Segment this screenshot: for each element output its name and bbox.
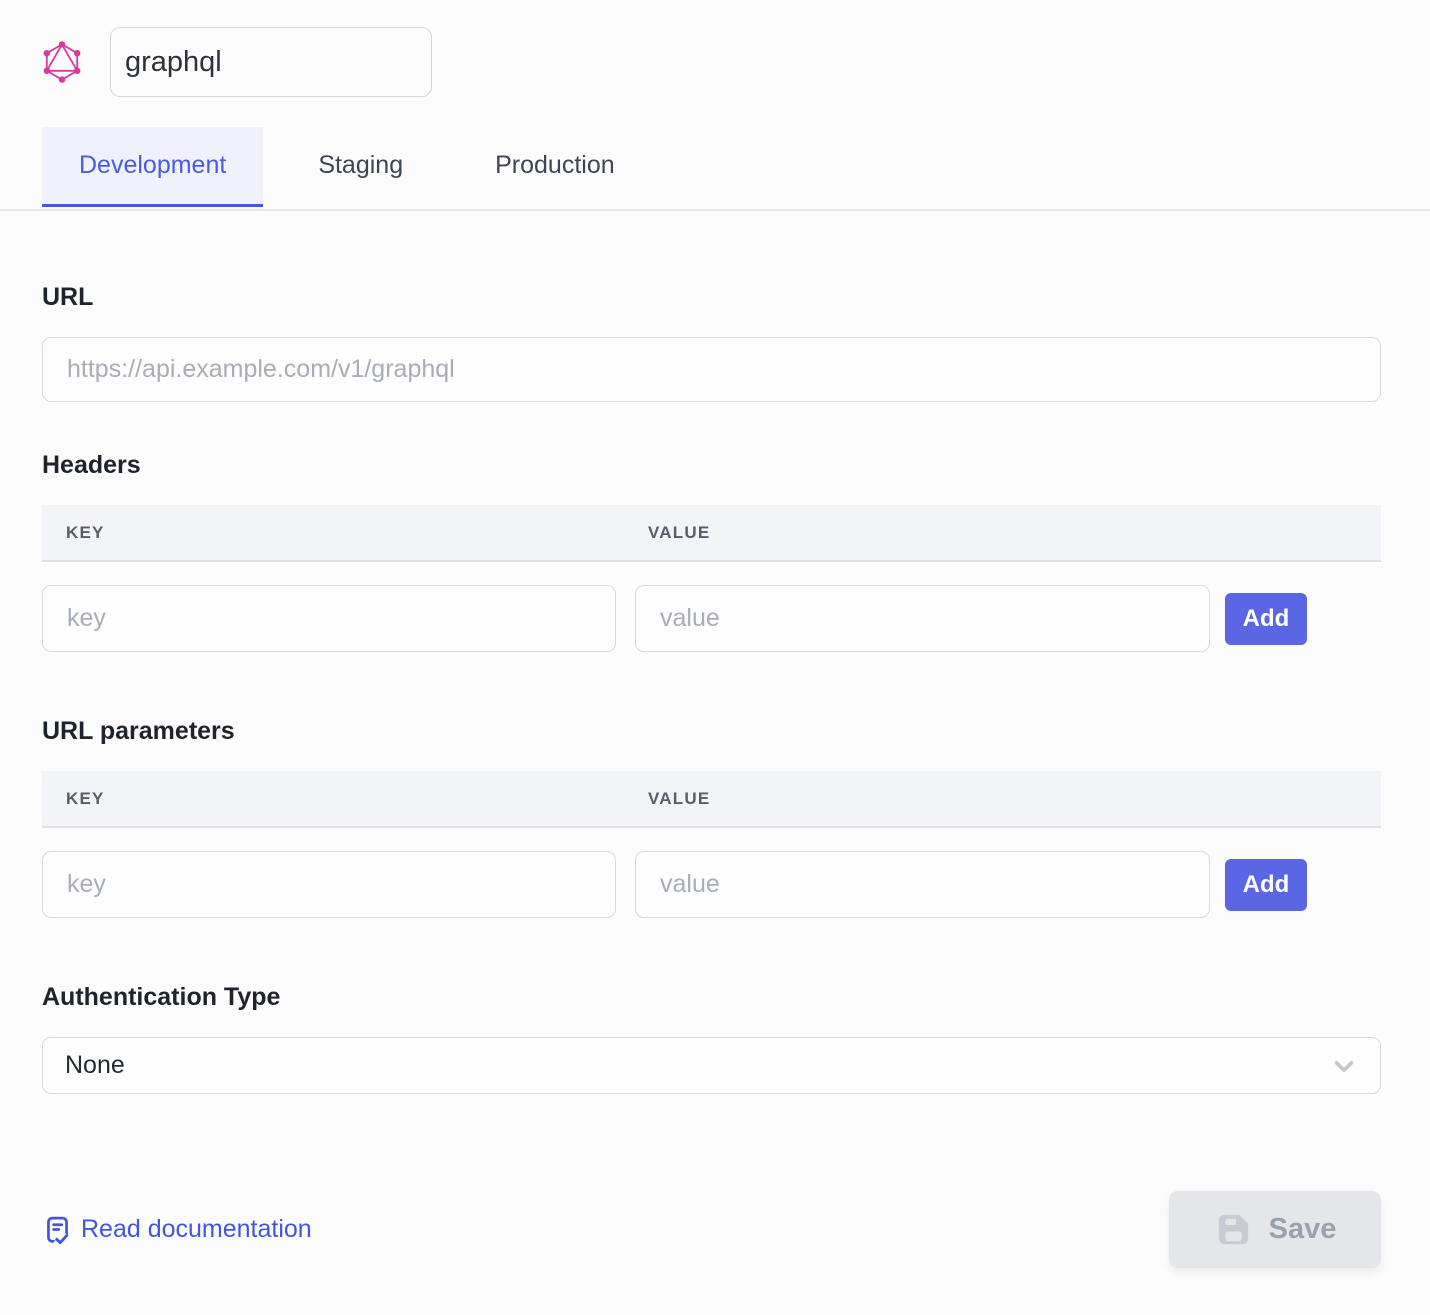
headers-value-input[interactable]: [635, 585, 1210, 652]
headers-col-key: KEY: [66, 522, 105, 542]
save-button[interactable]: Save: [1169, 1191, 1381, 1268]
headers-add-button[interactable]: Add: [1225, 592, 1307, 645]
params-input-row: Add: [42, 851, 1381, 918]
headers-col-value: VALUE: [648, 522, 711, 542]
url-parameters-title: URL parameters: [42, 717, 235, 745]
datasource-name-row: [42, 27, 1388, 97]
headers-input-row: Add: [42, 585, 1381, 652]
auth-type-label: Authentication Type: [42, 983, 281, 1011]
tab-staging[interactable]: Staging: [318, 151, 404, 179]
tabs-divider: [0, 209, 1430, 211]
headers-table-head: KEY VALUE: [42, 505, 1381, 562]
read-documentation-link[interactable]: Read documentation: [42, 1214, 312, 1245]
params-col-value: VALUE: [648, 788, 711, 808]
graphql-logo-icon: [42, 41, 82, 83]
documentation-icon: [42, 1214, 73, 1245]
chevron-down-icon: [1328, 1050, 1360, 1082]
tab-production[interactable]: Production: [495, 151, 615, 179]
tab-development[interactable]: Development: [42, 127, 264, 207]
params-value-input[interactable]: [635, 851, 1210, 918]
url-label: URL: [42, 283, 94, 311]
environment-tabs: Development Staging Production: [42, 127, 1388, 207]
params-key-input[interactable]: [42, 851, 616, 918]
form-footer: Read documentation Save: [42, 1191, 1381, 1268]
datasource-name-input[interactable]: [110, 27, 432, 97]
url-input[interactable]: [42, 337, 1381, 402]
params-table-head: KEY VALUE: [42, 771, 1381, 828]
form-content: URL Headers KEY VALUE Add URL parameters…: [0, 284, 1430, 1268]
read-documentation-label: Read documentation: [81, 1215, 312, 1243]
auth-type-selected-value: None: [65, 1051, 125, 1079]
params-add-button[interactable]: Add: [1225, 858, 1307, 911]
params-col-key: KEY: [66, 788, 105, 808]
headers-title: Headers: [42, 451, 141, 479]
auth-type-select[interactable]: None: [42, 1037, 1381, 1094]
topbar: Development Staging Production: [0, 0, 1430, 207]
save-icon: [1214, 1210, 1253, 1249]
headers-key-input[interactable]: [42, 585, 616, 652]
save-button-label: Save: [1268, 1213, 1337, 1245]
